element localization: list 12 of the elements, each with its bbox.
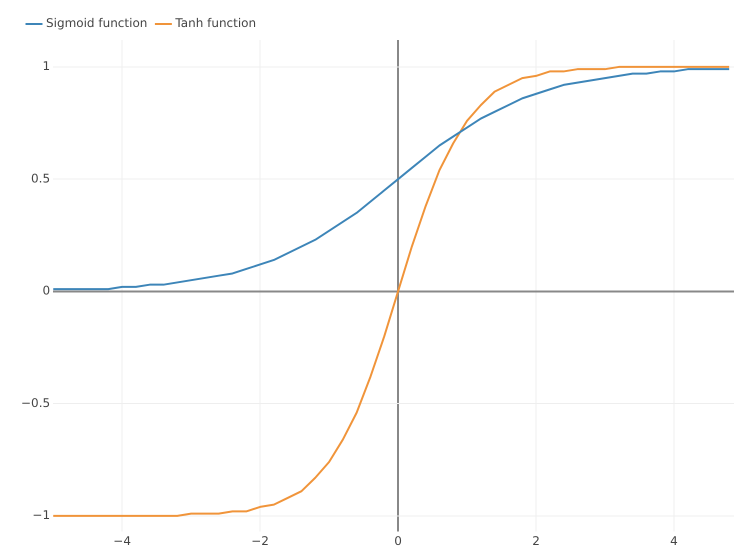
y-tick-label: −1 [32,508,50,522]
y-tick-label: −0.5 [21,396,50,410]
y-tick-label: 0 [42,284,50,298]
x-tick-label: 0 [394,534,402,548]
x-tick-label: −2 [251,534,269,548]
legend-label: Sigmoid function [46,16,148,30]
x-tick-label: −4 [113,534,131,548]
x-tick-label: 2 [532,534,540,548]
legend-label: Tanh function [174,16,256,30]
x-tick-label: 4 [670,534,678,548]
y-tick-label: 0.5 [31,171,50,186]
y-tick-label: 1 [42,59,50,74]
